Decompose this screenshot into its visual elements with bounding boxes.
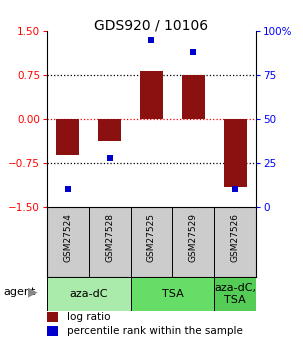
Bar [56, 119, 79, 156]
Bar [47, 312, 58, 322]
Text: GSM27524: GSM27524 [63, 213, 72, 262]
Bar [224, 119, 247, 187]
Text: GSM27525: GSM27525 [147, 213, 156, 262]
Bar [140, 71, 163, 119]
Text: agent: agent [3, 287, 35, 296]
Text: percentile rank within the sample: percentile rank within the sample [67, 326, 243, 336]
Point [233, 187, 238, 192]
Point [65, 187, 70, 192]
Text: GSM27528: GSM27528 [105, 213, 114, 262]
Bar [131, 277, 214, 311]
Bar [47, 277, 131, 311]
Text: TSA: TSA [161, 289, 183, 299]
Text: GSM27526: GSM27526 [231, 213, 240, 262]
Text: aza-dC: aza-dC [69, 289, 108, 299]
Point [149, 37, 154, 43]
Text: log ratio: log ratio [67, 312, 110, 322]
Bar [47, 326, 58, 336]
Bar [214, 277, 256, 311]
Bar [182, 75, 205, 119]
Bar [98, 119, 121, 141]
Text: GSM27529: GSM27529 [189, 213, 198, 262]
Point [191, 49, 196, 55]
Text: aza-dC,
TSA: aza-dC, TSA [214, 283, 256, 305]
Text: GDS920 / 10106: GDS920 / 10106 [95, 19, 208, 33]
Text: ▶: ▶ [28, 285, 38, 298]
Point [107, 155, 112, 160]
